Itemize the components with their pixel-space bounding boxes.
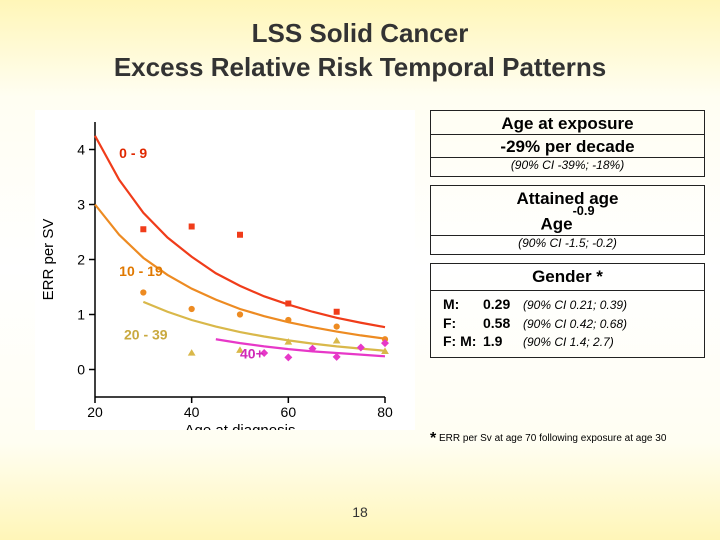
svg-text:10 - 19: 10 - 19 <box>119 263 163 279</box>
svg-text:Age at diagnosis: Age at diagnosis <box>185 422 296 430</box>
err-chart: 0 1 2 3 4 20 40 60 80 Age at diagnosis ERR per SV 0… <box>35 110 415 430</box>
age-exposure-box: Age at exposure -29% per decade (90% CI … <box>430 110 705 177</box>
gender-row: M:0.29(90% CI 0.21; 0.39) <box>443 295 696 314</box>
svg-text:4: 4 <box>77 142 85 158</box>
svg-text:80: 80 <box>377 404 393 420</box>
svg-text:40: 40 <box>184 404 200 420</box>
svg-text:20 - 39: 20 - 39 <box>124 326 168 342</box>
attained-age-box: Attained age Age-0.9 (90% CI -1.5; -0.2) <box>430 185 705 255</box>
footnote-star: * <box>430 430 436 447</box>
page-number: 18 <box>0 504 720 520</box>
gender-header: Gender * <box>431 264 704 290</box>
slide-title: LSS Solid Cancer <box>0 18 720 49</box>
gender-row: F:0.58(90% CI 0.42; 0.68) <box>443 314 696 333</box>
attained-age-value: Age-0.9 <box>431 209 704 235</box>
gender-row: F: M:1.9(90% CI 1.4; 2.7) <box>443 332 696 351</box>
svg-text:ERR per SV: ERR per SV <box>40 219 57 301</box>
svg-text:0 - 9: 0 - 9 <box>119 145 147 161</box>
attained-age-ci: (90% CI -1.5; -0.2) <box>431 235 704 254</box>
info-column: Age at exposure -29% per decade (90% CI … <box>430 110 705 366</box>
footnote: * ERR per Sv at age 70 following exposur… <box>430 430 715 448</box>
slide: LSS Solid Cancer Excess Relative Risk Te… <box>0 0 720 540</box>
age-exposure-header: Age at exposure <box>431 111 704 134</box>
gender-box: Gender * M:0.29(90% CI 0.21; 0.39)F:0.58… <box>430 263 705 359</box>
age-exposure-value: -29% per decade <box>431 135 704 157</box>
svg-text:2: 2 <box>77 252 85 268</box>
svg-text:3: 3 <box>77 197 85 213</box>
svg-text:20: 20 <box>87 404 103 420</box>
chart-container: 0 1 2 3 4 20 40 60 80 Age at diagnosis ERR per SV 0… <box>35 110 415 430</box>
attained-age-header: Attained age <box>431 186 704 209</box>
svg-text:0: 0 <box>77 362 85 378</box>
svg-text:1: 1 <box>77 307 85 323</box>
slide-subtitle: Excess Relative Risk Temporal Patterns <box>0 52 720 83</box>
svg-text:40+: 40+ <box>240 346 264 362</box>
gender-table: M:0.29(90% CI 0.21; 0.39)F:0.58(90% CI 0… <box>431 291 704 358</box>
age-exposure-ci: (90% CI -39%; -18%) <box>431 157 704 176</box>
svg-text:60: 60 <box>281 404 297 420</box>
footnote-text: ERR per Sv at age 70 following exposure … <box>439 433 666 444</box>
